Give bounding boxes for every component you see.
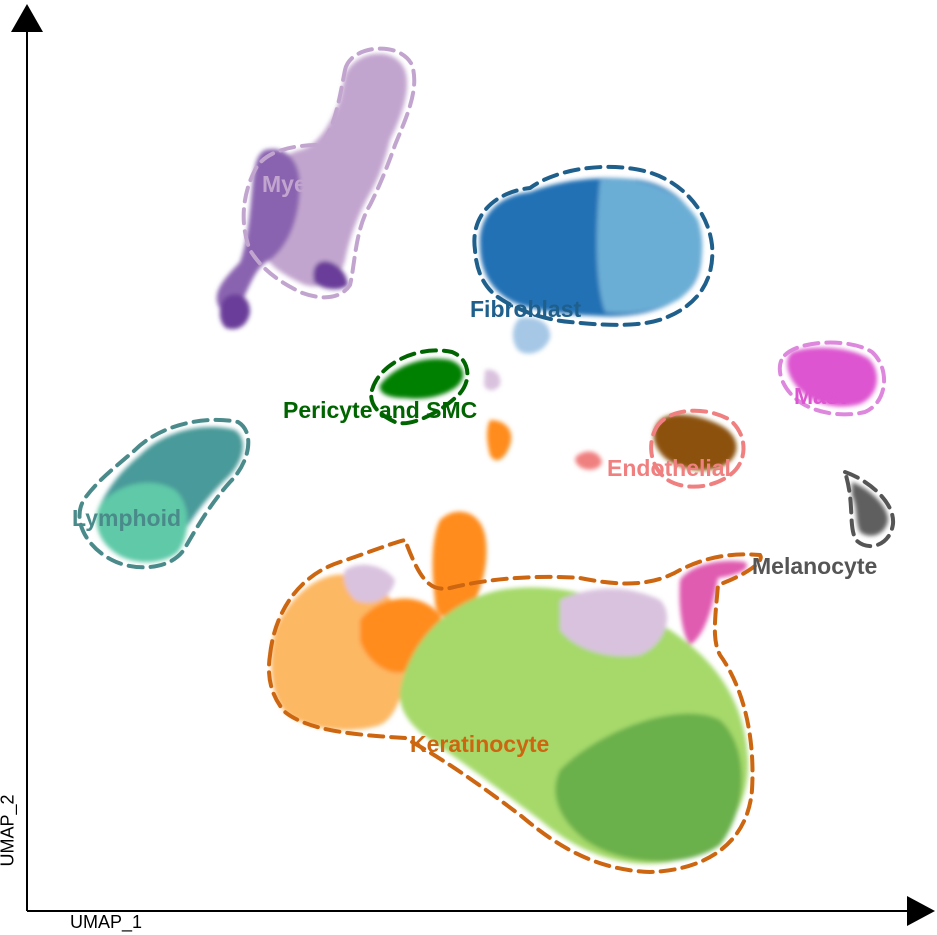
lymphoid-cells <box>96 427 243 563</box>
axes <box>11 4 935 926</box>
label-pericyte-smc: Pericyte and SMC <box>283 397 477 423</box>
y-axis-arrow <box>11 4 43 32</box>
mast-outline <box>777 340 886 417</box>
label-myeloid: Myeloid <box>262 171 348 197</box>
mast-cells <box>787 347 878 407</box>
label-melanocyte: Melanocyte <box>752 553 877 579</box>
endothelial-outline <box>649 408 746 489</box>
fibroblast-outline <box>472 164 715 327</box>
cluster-outlines <box>77 46 896 875</box>
pericyte-smc-cells <box>379 358 464 399</box>
keratinocyte-outline <box>266 537 763 875</box>
myeloid-cells <box>216 53 408 330</box>
x-axis-arrow <box>907 896 935 926</box>
label-lymphoid: Lymphoid <box>72 505 181 531</box>
label-mast: Mast <box>794 383 847 409</box>
melanocyte-outline <box>841 468 896 549</box>
melanocyte-cells <box>852 482 888 536</box>
x-axis-title: UMAP_1 <box>70 912 143 932</box>
myeloid-outline <box>241 46 417 300</box>
cluster-labels: Myeloid Fibroblast Pericyte and SMC Mast… <box>72 171 877 757</box>
label-keratinocyte: Keratinocyte <box>410 731 549 757</box>
fibroblast-cells <box>479 178 703 354</box>
endothelial-cells <box>575 414 737 471</box>
label-endothelial: Endothelial <box>607 455 731 481</box>
cell-clusters <box>96 53 888 864</box>
y-axis-title: UMAP_2 <box>0 794 18 867</box>
label-fibroblast: Fibroblast <box>470 296 582 322</box>
pericyte-smc-outline <box>369 348 470 426</box>
keratinocyte-cells <box>271 369 749 864</box>
